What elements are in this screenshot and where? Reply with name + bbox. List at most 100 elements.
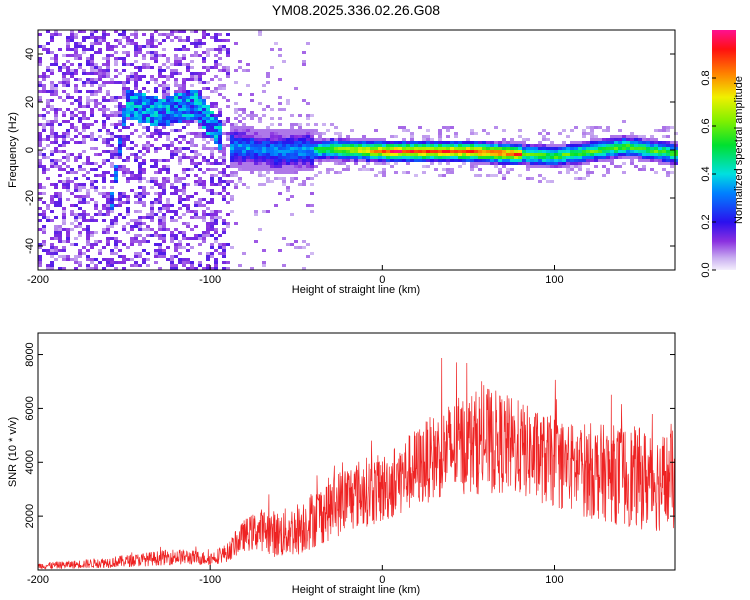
spectrogram-cell: [70, 63, 74, 66]
spectrogram-cell: [610, 144, 614, 147]
spectrogram-cell: [102, 126, 106, 129]
spectrogram-cell: [90, 243, 94, 246]
spectrogram-cell: [130, 219, 134, 222]
spectrogram-cell: [78, 183, 82, 186]
spectrogram-cell: [290, 156, 294, 159]
spectrogram-cell: [70, 48, 74, 51]
spectrogram-cell: [210, 105, 214, 108]
spectrogram-cell: [42, 171, 46, 174]
spectrogram-cell: [214, 141, 218, 144]
spectrogram-cell: [442, 168, 446, 171]
spectrogram-cell: [238, 126, 242, 129]
spectrogram-cell: [282, 141, 286, 144]
spectrogram-cell: [246, 147, 250, 150]
spectrogram-cell: [654, 171, 658, 174]
spectrogram-cell: [54, 132, 58, 135]
spectrogram-cell: [466, 159, 470, 162]
spectrogram-cell: [190, 54, 194, 57]
spectrogram-cells: [38, 30, 678, 270]
spectrogram-cell: [258, 138, 262, 141]
spectrogram-cell: [294, 171, 298, 174]
spectrogram-cell: [110, 252, 114, 255]
spectrogram-cell: [602, 129, 606, 132]
spectrogram-cell: [198, 234, 202, 237]
spectrogram-cell: [134, 117, 138, 120]
spectrogram-cell: [394, 171, 398, 174]
spectrogram-cell: [142, 153, 146, 156]
spectrogram-cell: [330, 141, 334, 144]
spectrogram-cell: [194, 204, 198, 207]
spectrogram-cell: [38, 153, 42, 156]
spectrogram-cell: [214, 219, 218, 222]
spectrogram-cell: [662, 141, 666, 144]
spectrogram-cell: [626, 138, 630, 141]
spectrogram-cell: [170, 234, 174, 237]
spectrogram-cell: [54, 93, 58, 96]
spectrogram-cell: [166, 105, 170, 108]
spectrogram-cell: [426, 135, 430, 138]
spectrogram-cell: [338, 153, 342, 156]
spectrogram-cell: [622, 171, 626, 174]
spectrogram-cell: [86, 213, 90, 216]
spectrogram-cell: [190, 96, 194, 99]
spectrogram-cell: [170, 255, 174, 258]
spectrogram-cell: [126, 63, 130, 66]
spectrogram-cell: [94, 66, 98, 69]
spectrogram-cell: [214, 192, 218, 195]
spectrogram-cell: [202, 138, 206, 141]
spectrogram-cell: [206, 201, 210, 204]
spectrogram-cell: [102, 246, 106, 249]
spectrogram-cell: [178, 261, 182, 264]
spectrogram-cell: [114, 45, 118, 48]
spectrogram-cell: [178, 201, 182, 204]
spectrogram-cell: [282, 144, 286, 147]
spectrogram-cell: [174, 102, 178, 105]
spectrogram-cell: [122, 141, 126, 144]
spectrogram-cell: [78, 255, 82, 258]
spectrogram-cell: [186, 243, 190, 246]
spectrogram-cell: [414, 141, 418, 144]
spectrogram-cell: [130, 114, 134, 117]
spectrogram-cell: [202, 156, 206, 159]
spectrogram-cell: [602, 159, 606, 162]
spectrogram-cell: [274, 132, 278, 135]
spectrogram-cell: [142, 258, 146, 261]
spectrogram-cell: [594, 153, 598, 156]
spectrogram-cell: [282, 108, 286, 111]
spectrogram-cell: [122, 81, 126, 84]
spectrogram-cell: [98, 192, 102, 195]
spectrogram-cell: [94, 186, 98, 189]
spectrogram-cell: [210, 111, 214, 114]
spectrogram-cell: [622, 141, 626, 144]
spectrogram-cell: [58, 123, 62, 126]
spectrogram-cell: [242, 252, 246, 255]
spectrogram-cell: [54, 87, 58, 90]
spectrogram-cell: [142, 222, 146, 225]
spectrogram-cell: [58, 180, 62, 183]
spectrogram-cell: [222, 231, 226, 234]
spectrogram-cell: [74, 255, 78, 258]
spectrogram-cell: [306, 156, 310, 159]
spectrogram-cell: [202, 186, 206, 189]
spectrogram-cell: [42, 87, 46, 90]
spectrogram-cell: [454, 156, 458, 159]
spectrogram-cell: [530, 177, 534, 180]
spectrogram-cell: [38, 213, 42, 216]
spectrogram-cell: [238, 129, 242, 132]
spectrogram-cell: [194, 102, 198, 105]
spectrogram-cell: [650, 135, 654, 138]
spectrogram-cell: [230, 147, 234, 150]
spectrogram-cell: [638, 150, 642, 153]
spectrogram-cell: [262, 183, 266, 186]
spectrogram-cell: [250, 126, 254, 129]
spectrogram-cell: [206, 33, 210, 36]
spectrogram-cell: [78, 30, 82, 33]
spectrogram-cell: [66, 42, 70, 45]
spectrogram-cell: [262, 84, 266, 87]
spectrogram-cell: [254, 132, 258, 135]
spectrogram-cell: [622, 135, 626, 138]
spectrogram-cell: [50, 72, 54, 75]
spectrogram-cell: [430, 147, 434, 150]
spectrogram-cell: [134, 144, 138, 147]
spectrogram-cell: [538, 165, 542, 168]
